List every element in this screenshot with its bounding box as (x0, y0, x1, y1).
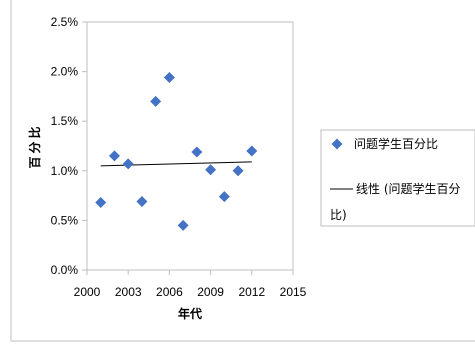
data-point-diamond (108, 150, 120, 162)
x-tick-label: 2003 (115, 285, 142, 299)
data-point-diamond (177, 219, 189, 231)
legend-series-label: 问题学生百分比 (354, 136, 438, 151)
data-point-diamond (95, 197, 107, 209)
x-axis-title: 年代 (178, 306, 202, 321)
data-point-diamond (232, 165, 244, 177)
x-axis: 2000 2003 2006 2009 2012 2015 (74, 270, 307, 299)
legend-box (320, 129, 475, 227)
points-layer (95, 72, 258, 231)
legend-trendline-label-line1: 线性 (问题学生百分 (356, 181, 461, 196)
x-tick-label: 2006 (156, 285, 183, 299)
x-tick-label: 2000 (74, 285, 101, 299)
y-tick-label: 0.0% (51, 263, 79, 277)
data-point-diamond (191, 146, 203, 158)
data-point-diamond (163, 72, 175, 84)
y-tick-label: 1.5% (51, 114, 79, 128)
data-point-diamond (150, 95, 162, 107)
y-axis: 0.0% 0.5% 1.0% 1.5% 2.0% 2.5% (51, 15, 87, 277)
legend-trendline-label-line2: 比) (330, 208, 347, 222)
legend: 问题学生百分比 线性 (问题学生百分 比) (320, 129, 475, 227)
x-tick-label: 2015 (280, 285, 307, 299)
legend-marker-diamond (331, 138, 343, 150)
plot-area (86, 21, 294, 271)
data-point-diamond (218, 191, 230, 203)
x-tick-label: 2009 (197, 285, 224, 299)
y-axis-title: 百分比 (27, 123, 42, 168)
data-point-diamond (246, 145, 258, 157)
data-point-diamond (122, 158, 134, 170)
data-point-diamond (136, 196, 148, 208)
data-point-diamond (205, 164, 217, 176)
x-tick-label: 2012 (238, 285, 265, 299)
y-tick-label: 2.5% (51, 15, 79, 29)
y-tick-label: 0.5% (51, 213, 79, 227)
y-tick-label: 2.0% (51, 65, 79, 79)
y-tick-label: 1.0% (51, 164, 79, 178)
